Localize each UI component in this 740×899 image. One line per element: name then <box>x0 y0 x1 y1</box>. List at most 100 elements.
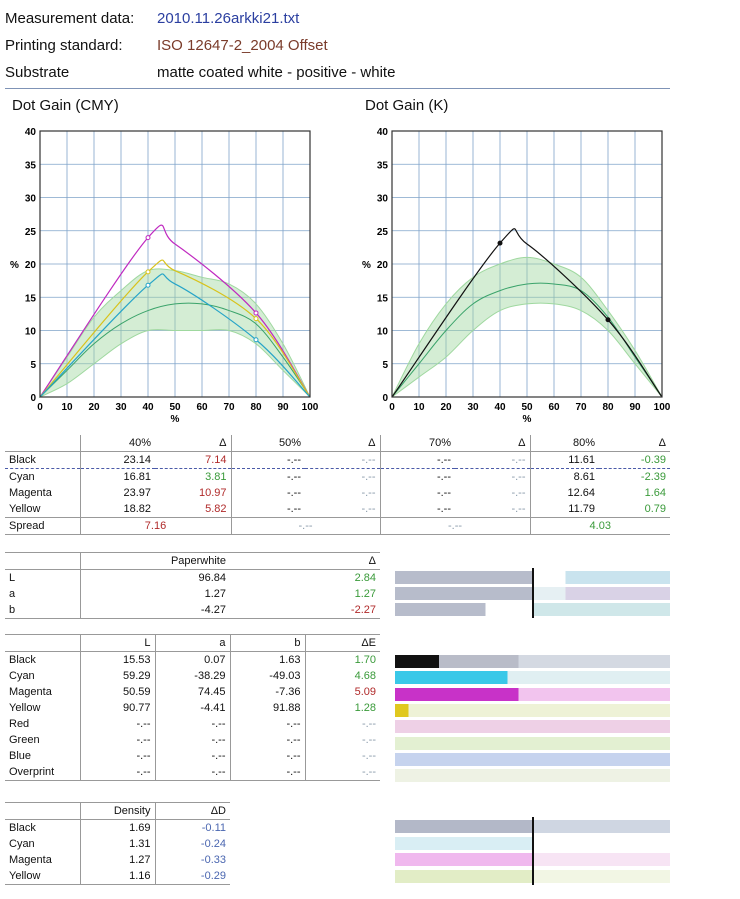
lab-cyan-bar <box>395 671 670 684</box>
table-row: Magenta 23.97 10.97 -.-- -.-- -.-- -.-- … <box>9 485 666 501</box>
x-tick-label: 80 <box>250 402 262 413</box>
substrate-label: Substrate <box>5 64 70 81</box>
table-row: a 1.27 1.27 <box>9 586 376 602</box>
x-tick-label: 40 <box>142 402 154 413</box>
y-tick-label: 20 <box>25 260 37 271</box>
paperwhite-reference-line <box>532 568 534 618</box>
y-axis-unit: % <box>10 260 19 271</box>
y-tick-label: 15 <box>25 293 37 304</box>
table-row: Cyan 59.29 -38.29 -49.03 4.68 <box>5 668 380 684</box>
x-tick-label: 30 <box>115 402 127 413</box>
x-tick-label: 40 <box>494 402 506 413</box>
cmy-chart-title: Dot Gain (CMY) <box>12 97 119 114</box>
series-line <box>39 259 311 398</box>
density-reference-line <box>532 817 534 885</box>
data-point <box>253 316 259 322</box>
x-tick-label: 100 <box>654 402 671 413</box>
substrate-value: matte coated white - positive - white <box>157 64 396 81</box>
x-tick-label: 80 <box>602 402 614 413</box>
x-tick-label: 60 <box>548 402 560 413</box>
data-point <box>145 282 151 288</box>
table-row: Black 23.14 7.14 -.-- -.-- -.-- -.-- 11.… <box>5 451 670 469</box>
dot-gain-table: 40% Δ 50% Δ 70% Δ 80% Δ Black 23.14 7.14… <box>5 435 670 535</box>
tolerance-center-line <box>39 302 311 398</box>
col-80: 80% <box>529 435 599 452</box>
table-row: Black 1.69 -0.11 <box>5 819 230 836</box>
x-tick-label: 10 <box>61 402 73 413</box>
y-tick-label: 30 <box>25 194 37 205</box>
col-delta-70: Δ <box>518 437 526 449</box>
k-chart-title: Dot Gain (K) <box>365 97 449 114</box>
x-tick-label: 0 <box>389 402 395 413</box>
x-tick-label: 70 <box>223 402 235 413</box>
y-tick-label: 40 <box>377 127 389 138</box>
y-tick-label: 15 <box>377 293 389 304</box>
paperwhite-table: Paperwhite Δ L 96.84 2.84 a 1.27 1.27 b … <box>5 552 380 619</box>
table-row: b -4.27 -2.27 <box>5 602 380 619</box>
lab-blue-bar <box>395 753 670 766</box>
data-point <box>145 269 151 275</box>
measurement-value: 2010.11.26arkki21.txt <box>157 10 300 27</box>
standard-value: ISO 12647-2_2004 Offset <box>157 37 328 54</box>
spread-row: Spread 7.16 -.-- -.-- 4.03 <box>5 517 670 535</box>
standard-label: Printing standard: <box>5 37 123 54</box>
lab-yellow-bar <box>395 704 670 717</box>
col-50: 50% <box>230 435 305 452</box>
header-rule <box>5 88 670 89</box>
table-row: Yellow 90.77 -4.41 91.88 1.28 <box>5 700 380 716</box>
x-tick-label: 70 <box>575 402 587 413</box>
x-tick-label: 30 <box>467 402 479 413</box>
y-tick-label: 40 <box>25 127 37 138</box>
lab-red-bar <box>395 720 670 733</box>
data-point <box>253 310 259 316</box>
dot-gain-cmy-chart: 0 5 10 15 20 25 30 35 40 0 10 20 30 40 50 60 70 80 90 100%% <box>10 127 319 425</box>
y-tick-label: 5 <box>30 360 36 371</box>
tolerance-center-line <box>391 282 663 398</box>
x-axis-unit: % <box>523 414 532 425</box>
x-tick-label: 60 <box>196 402 208 413</box>
col-delta-80: Δ <box>658 437 666 449</box>
x-tick-label: 10 <box>413 402 425 413</box>
table-row: Green -.-- -.-- -.-- -.-- <box>5 732 380 748</box>
data-point <box>497 240 503 246</box>
x-tick-label: 90 <box>629 402 641 413</box>
y-tick-label: 25 <box>25 227 37 238</box>
table-row: Yellow 1.16 -0.29 <box>5 868 230 885</box>
y-tick-label: 5 <box>382 360 388 371</box>
table-row: Cyan 16.81 3.81 -.-- -.-- -.-- -.-- 8.61… <box>5 468 670 485</box>
lab-magenta-bar <box>395 688 670 701</box>
density-table: Density ΔD Black 1.69 -0.11 Cyan 1.31 -0.24 … <box>5 802 230 885</box>
y-tick-label: 25 <box>377 227 389 238</box>
plot-frame <box>39 130 311 398</box>
x-tick-label: 50 <box>169 402 181 413</box>
table-row: Yellow 18.82 5.82 -.-- -.-- -.-- -.-- 11… <box>5 501 670 518</box>
measurement-label: Measurement data: <box>5 10 135 27</box>
series-line <box>39 273 311 398</box>
plot-frame <box>391 130 663 398</box>
table-row: Overprint -.-- -.-- -.-- -.-- <box>5 764 380 781</box>
col-delta-40: Δ <box>219 437 227 449</box>
table-row: Magenta 50.59 74.45 -7.36 5.09 <box>5 684 380 700</box>
x-tick-label: 20 <box>88 402 100 413</box>
y-tick-label: 20 <box>377 260 389 271</box>
x-tick-label: 50 <box>521 402 533 413</box>
y-tick-label: 35 <box>377 160 389 171</box>
y-tick-label: 30 <box>377 194 389 205</box>
x-tick-label: 90 <box>277 402 289 413</box>
col-delta-50: Δ <box>368 437 376 449</box>
col-70: 70% <box>379 435 455 452</box>
lab-black-bar <box>395 655 670 668</box>
y-tick-label: 0 <box>30 393 36 404</box>
table-row: Blue -.-- -.-- -.-- -.-- <box>5 748 380 764</box>
table-row: L 96.84 2.84 <box>5 569 380 586</box>
dot-gain-k-chart: 0 5 10 15 20 25 30 35 40 0 10 20 30 40 50 60 70 80 90 100%% <box>362 127 671 425</box>
x-tick-label: 0 <box>37 402 43 413</box>
lab-green-bar <box>395 737 670 750</box>
y-tick-label: 10 <box>25 327 37 338</box>
table-row: Black 15.53 0.07 1.63 1.70 <box>5 651 380 668</box>
data-point <box>145 235 151 241</box>
y-tick-label: 35 <box>25 160 37 171</box>
col-40: 40% <box>79 435 155 452</box>
lab-table: L a b ΔE Black 15.53 0.07 1.63 1.70 Cyan 59.2… <box>5 634 380 781</box>
x-tick-label: 100 <box>302 402 319 413</box>
